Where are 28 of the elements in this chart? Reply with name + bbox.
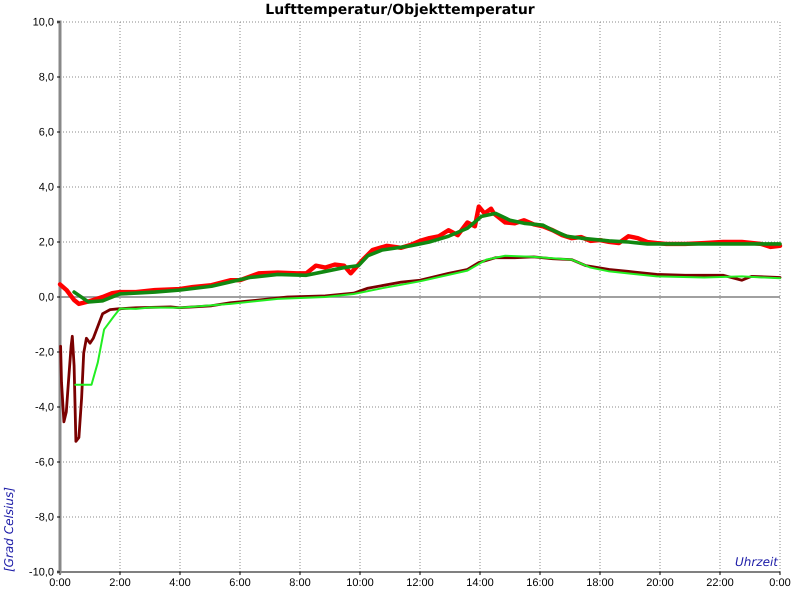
y-axis-title: [Grad Celsius] [2, 486, 16, 572]
y-tick-label: 2,0 [38, 236, 54, 249]
y-tick-label: -6,0 [35, 456, 54, 469]
x-tick-label: 20:00 [646, 576, 674, 589]
x-tick-label: 16:00 [526, 576, 554, 589]
y-tick-label: -2,0 [35, 346, 54, 359]
y-tick-label: 8,0 [38, 72, 54, 84]
x-tick-label: 10:00 [346, 576, 374, 589]
y-tick-label: 0,0 [38, 292, 54, 304]
x-tick-label: 0:00 [49, 576, 71, 589]
x-tick-label: 2:00 [109, 576, 131, 589]
y-tick-label: 10,0 [32, 16, 54, 29]
y-tick-label: 4,0 [38, 182, 54, 194]
x-tick-label: 6:00 [229, 576, 251, 589]
x-tick-label: 14:00 [466, 576, 494, 589]
y-tick-label: -8,0 [35, 512, 54, 524]
y-tick-label: -10,0 [28, 566, 54, 579]
x-tick-label: 0:00 [769, 576, 791, 589]
chart-title: Lufttemperatur/Objekttemperatur [265, 2, 535, 18]
line-series [74, 254, 781, 386]
y-tick-label: 6,0 [38, 126, 54, 139]
x-tick-label: 4:00 [169, 576, 191, 589]
x-tick-label: 8:00 [289, 576, 311, 589]
x-tick-label: 18:00 [586, 576, 614, 589]
x-tick-label: 12:00 [406, 576, 434, 589]
y-tick-label: -4,0 [35, 402, 54, 414]
x-tick-label: 22:00 [706, 576, 734, 589]
x-axis-title: Uhrzeit [734, 555, 780, 569]
